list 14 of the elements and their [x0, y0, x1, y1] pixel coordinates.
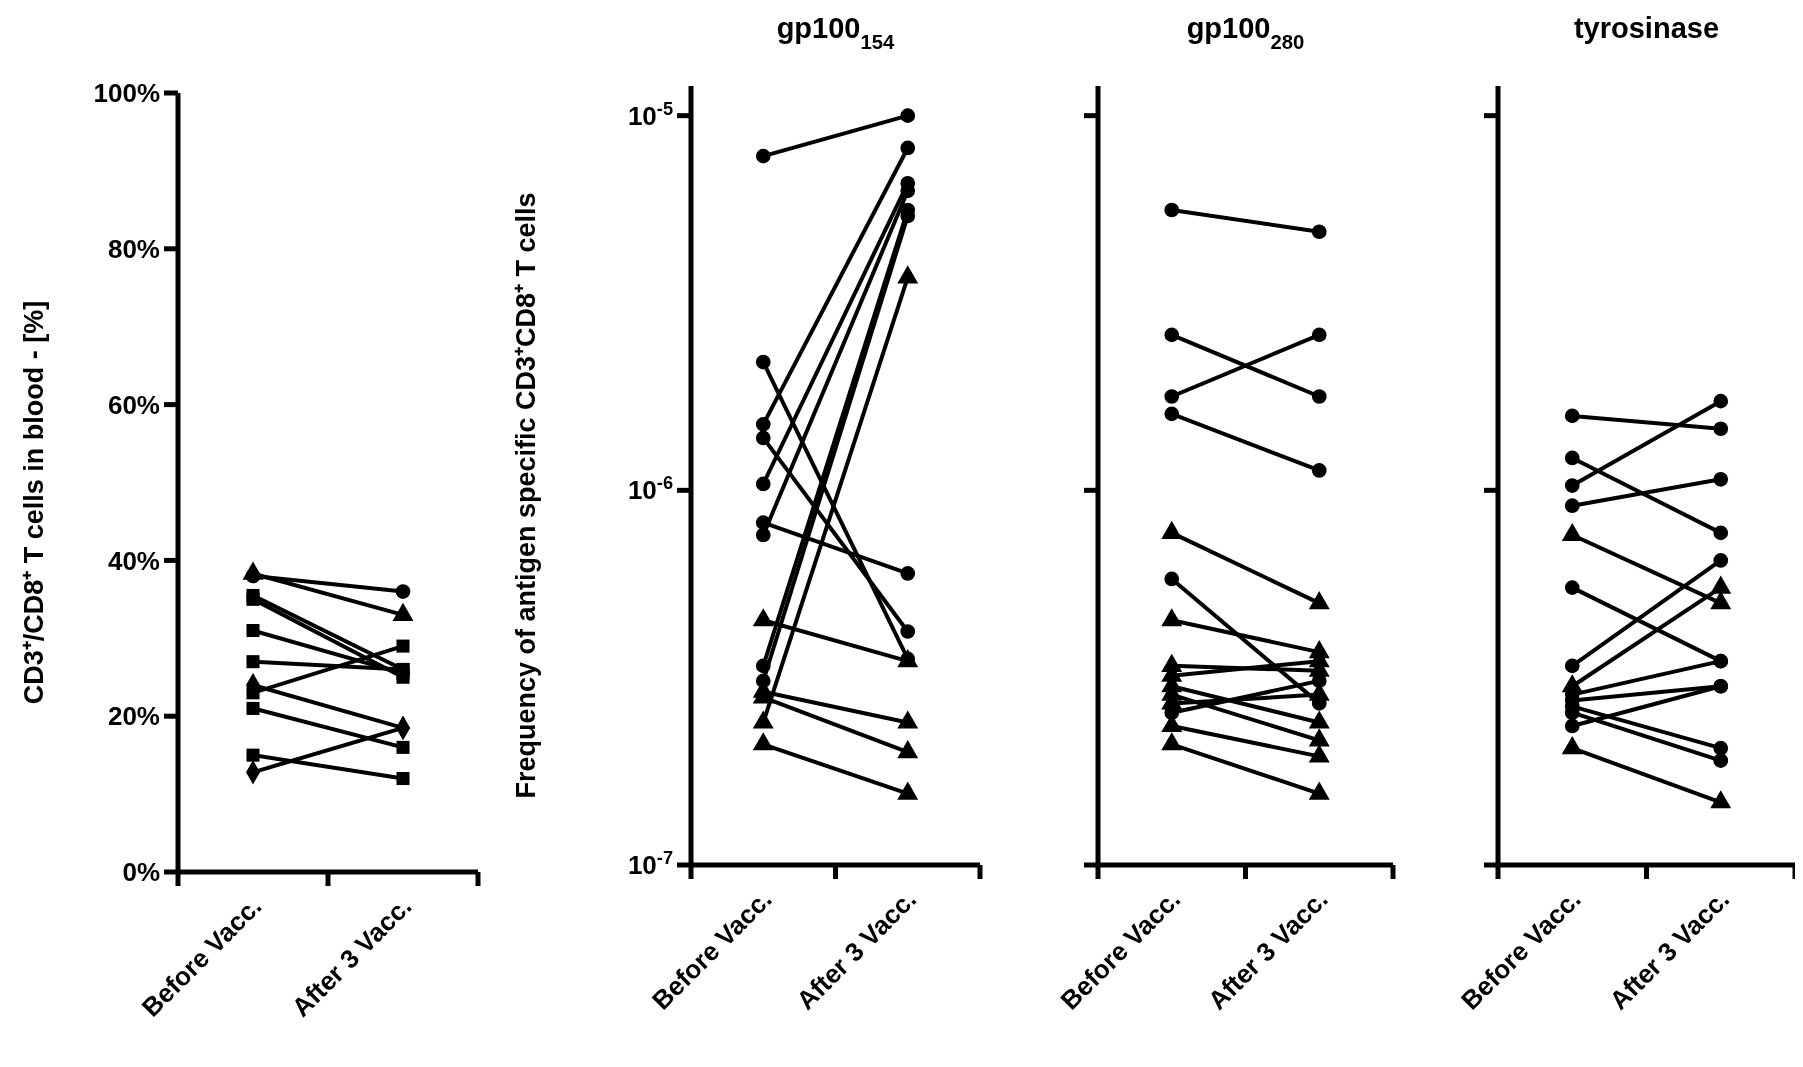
y-tick-label: 10$^{-7}$: [627, 848, 673, 881]
y-tick-label: 60%: [107, 389, 160, 420]
chart-title: gp100$_{154}$: [776, 12, 896, 53]
y-tick-label: 10$^{-5}$: [627, 98, 673, 131]
y-tick-label: 80%: [107, 233, 160, 264]
chart-title: gp100$_{280}$: [1186, 12, 1305, 53]
y-tick-label: 20%: [107, 701, 160, 732]
y-axis-title: Frequency of antigen specific CD3⁺CD8⁺ T cells: [511, 192, 541, 799]
y-tick-label: 10$^{-6}$: [627, 473, 673, 506]
y-tick-label: 100%: [93, 78, 160, 109]
y-tick-label: 40%: [107, 545, 160, 576]
y-tick-label: 0%: [122, 857, 160, 888]
chart-title: tyrosinase: [1573, 12, 1720, 44]
y-axis-title: CD3⁺/CD8⁺ T cells in blood - [%]: [19, 300, 49, 705]
